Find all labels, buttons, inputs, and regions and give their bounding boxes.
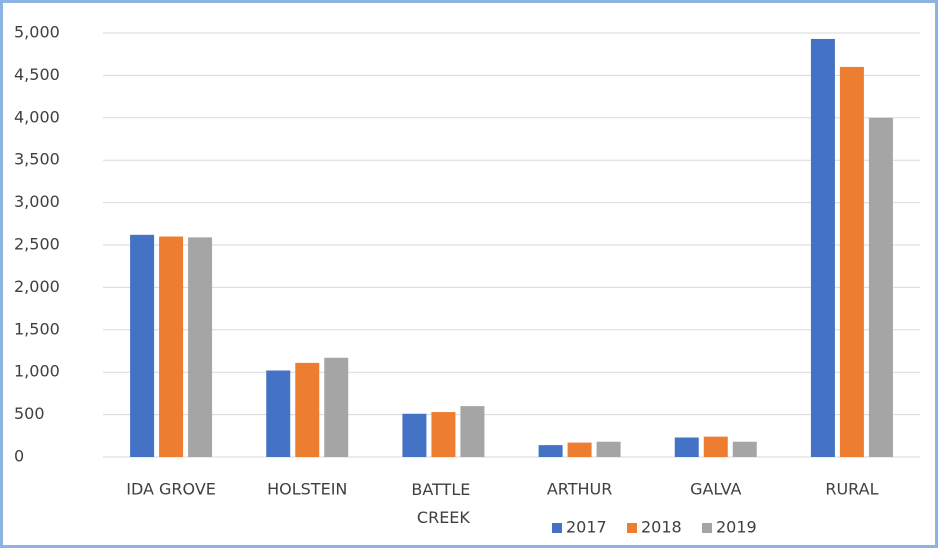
y-tick-label: 1,500 bbox=[14, 319, 60, 338]
y-tick-label: 4,500 bbox=[14, 65, 60, 84]
x-tick-label: IDA GROVE bbox=[126, 480, 216, 499]
y-tick-label: 3,500 bbox=[14, 150, 60, 169]
bar bbox=[460, 406, 485, 457]
legend-label: 2019 bbox=[716, 518, 757, 537]
y-tick-label: 5,000 bbox=[14, 23, 60, 42]
bar bbox=[130, 234, 155, 457]
y-tick-label: 4,000 bbox=[14, 107, 60, 126]
x-tick-label: GALVA bbox=[690, 480, 741, 499]
x-tick-label: ARTHUR bbox=[547, 480, 613, 499]
y-tick-label: 500 bbox=[14, 404, 45, 423]
bar bbox=[703, 436, 728, 457]
legend-label: 2017 bbox=[566, 518, 607, 537]
x-tick-label: BATTLE CREEK bbox=[411, 480, 475, 527]
bar bbox=[839, 66, 864, 458]
bar bbox=[295, 362, 320, 457]
legend-label: 2018 bbox=[641, 518, 682, 537]
legend-swatch bbox=[552, 523, 562, 533]
bar bbox=[188, 237, 213, 457]
bar bbox=[431, 412, 456, 457]
bar bbox=[810, 38, 835, 457]
bar bbox=[567, 442, 592, 457]
bar bbox=[402, 413, 427, 457]
bar bbox=[324, 357, 349, 457]
bar bbox=[596, 441, 621, 457]
x-tick-label: RURAL bbox=[825, 480, 878, 499]
legend-swatch bbox=[627, 523, 637, 533]
bar bbox=[538, 445, 563, 457]
y-tick-label: 2,000 bbox=[14, 277, 60, 296]
bar bbox=[674, 437, 699, 457]
bar bbox=[159, 236, 184, 457]
y-tick-label: 2,500 bbox=[14, 235, 60, 254]
y-tick-label: 1,000 bbox=[14, 362, 60, 381]
x-tick-label: HOLSTEIN bbox=[267, 480, 347, 499]
bar bbox=[868, 117, 893, 458]
bar bbox=[266, 370, 291, 457]
bar bbox=[732, 441, 757, 457]
y-tick-label: 3,000 bbox=[14, 192, 60, 211]
y-tick-label: 0 bbox=[14, 447, 24, 466]
legend-swatch bbox=[702, 523, 712, 533]
